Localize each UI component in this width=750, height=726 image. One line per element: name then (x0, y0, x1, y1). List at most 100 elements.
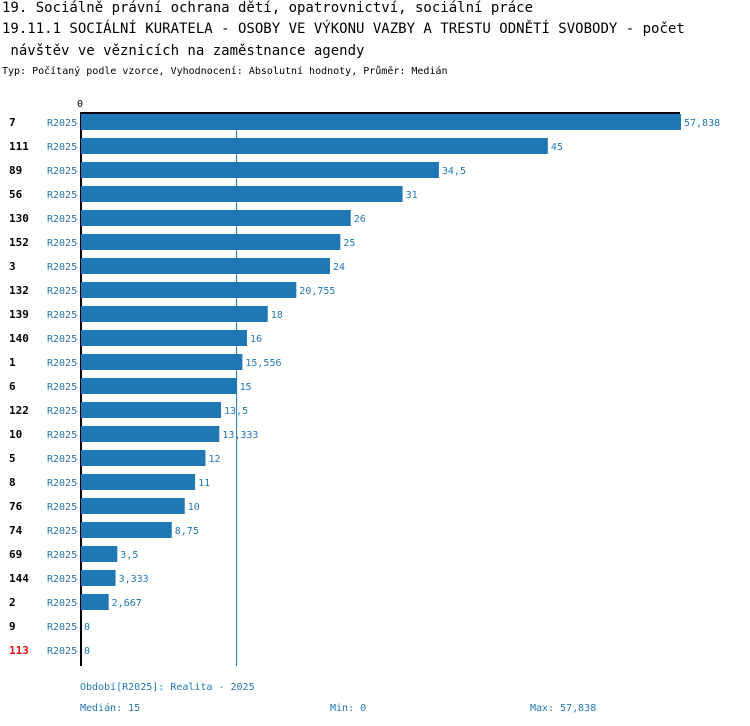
bar (81, 330, 247, 346)
row-id-label: 152 (9, 236, 29, 249)
row-series-label: R2025 (47, 142, 77, 153)
value-label: 0 (84, 622, 90, 633)
value-label: 13,333 (222, 430, 258, 441)
row-id-label: 132 (9, 284, 29, 297)
row-series-label: R2025 (47, 286, 77, 297)
value-label: 15,556 (245, 358, 281, 369)
bar (81, 450, 206, 466)
value-label: 20,755 (299, 286, 335, 297)
row-series-label: R2025 (47, 310, 77, 321)
value-label: 2,667 (112, 598, 142, 609)
value-label: 24 (333, 262, 345, 273)
value-label: 15 (240, 382, 252, 393)
row-series-label: R2025 (47, 406, 77, 417)
value-label: 26 (354, 214, 366, 225)
bar (81, 522, 172, 538)
row-id-label: 2 (9, 596, 16, 609)
row-id-label: 113 (9, 644, 29, 657)
chart-title-line-2: 19.11.1 SOCIÁLNÍ KURATELA - OSOBY VE VÝK… (2, 21, 685, 37)
row-series-label: R2025 (47, 430, 77, 441)
value-label: 45 (551, 142, 563, 153)
row-series-label: R2025 (47, 622, 77, 633)
row-series-label: R2025 (47, 502, 77, 513)
chart-subtitle: Typ: Počítaný podle vzorce, Vyhodnocení:… (2, 66, 448, 77)
row-id-label: 122 (9, 404, 29, 417)
row-series-label: R2025 (47, 262, 77, 273)
row-series-label: R2025 (47, 214, 77, 225)
row-id-label: 69 (9, 548, 22, 561)
row-id-label: 74 (9, 524, 23, 537)
row-id-label: 130 (9, 212, 29, 225)
value-label: 3,5 (120, 550, 138, 561)
bar (81, 138, 548, 154)
row-series-label: R2025 (47, 190, 77, 201)
footer-max: Max: 57,838 (530, 703, 597, 714)
footer-median: Medián: 15 (80, 703, 141, 714)
bar (81, 306, 268, 322)
row-series-label: R2025 (47, 238, 77, 249)
bar (81, 426, 220, 442)
row-series-label: R2025 (47, 334, 77, 345)
row-id-label: 3 (9, 260, 16, 273)
row-id-label: 7 (9, 116, 16, 129)
row-series-label: R2025 (47, 526, 77, 537)
value-label: 25 (343, 238, 355, 249)
row-series-label: R2025 (47, 166, 77, 177)
value-label: 3,333 (119, 574, 149, 585)
bar (81, 282, 297, 298)
row-series-label: R2025 (47, 454, 77, 465)
row-id-label: 56 (9, 188, 23, 201)
bar (81, 162, 439, 178)
bar (81, 474, 196, 490)
bar (81, 114, 681, 130)
value-label: 31 (406, 190, 418, 201)
value-label: 13,5 (224, 406, 248, 417)
row-series-label: R2025 (47, 478, 77, 489)
row-id-label: 6 (9, 380, 16, 393)
row-series-label: R2025 (47, 550, 77, 561)
row-id-label: 140 (9, 332, 29, 345)
row-series-label: R2025 (47, 382, 77, 393)
row-series-label: R2025 (47, 358, 77, 369)
row-series-label: R2025 (47, 118, 77, 129)
value-label: 0 (84, 646, 90, 657)
bar (81, 546, 118, 562)
bar (81, 186, 403, 202)
row-id-label: 76 (9, 500, 23, 513)
axis-zero-label: 0 (77, 99, 83, 110)
row-id-label: 139 (9, 308, 29, 321)
value-label: 10 (188, 502, 200, 513)
bar (81, 570, 116, 586)
row-id-label: 5 (9, 452, 16, 465)
value-label: 34,5 (442, 166, 466, 177)
row-id-label: 1 (9, 356, 16, 369)
row-id-label: 89 (9, 164, 22, 177)
row-id-label: 8 (9, 476, 16, 489)
row-series-label: R2025 (47, 598, 77, 609)
value-label: 18 (271, 310, 283, 321)
row-series-label: R2025 (47, 646, 77, 657)
bar (81, 354, 243, 370)
row-id-label: 144 (9, 572, 29, 585)
row-id-label: 9 (9, 620, 16, 633)
value-label: 16 (250, 334, 262, 345)
value-label: 57,838 (684, 118, 720, 129)
footer-period: Období[R2025]: Realita - 2025 (80, 682, 255, 693)
row-id-label: 10 (9, 428, 22, 441)
bar (81, 210, 351, 226)
row-series-label: R2025 (47, 574, 77, 585)
value-label: 12 (208, 454, 220, 465)
bar (81, 594, 109, 610)
bar (81, 402, 222, 418)
chart-title-line-3: návštěv ve věznicích na zaměstnance agen… (2, 43, 365, 59)
bar (81, 258, 330, 274)
row-id-label: 111 (9, 140, 29, 153)
value-label: 11 (198, 478, 210, 489)
footer-min: Min: 0 (330, 703, 367, 714)
bar (81, 234, 341, 250)
bar (81, 378, 237, 394)
chart-title-line-1: 19. Sociálně právní ochrana dětí, opatro… (2, 0, 534, 16)
value-label: 8,75 (175, 526, 199, 537)
bar (81, 498, 185, 514)
